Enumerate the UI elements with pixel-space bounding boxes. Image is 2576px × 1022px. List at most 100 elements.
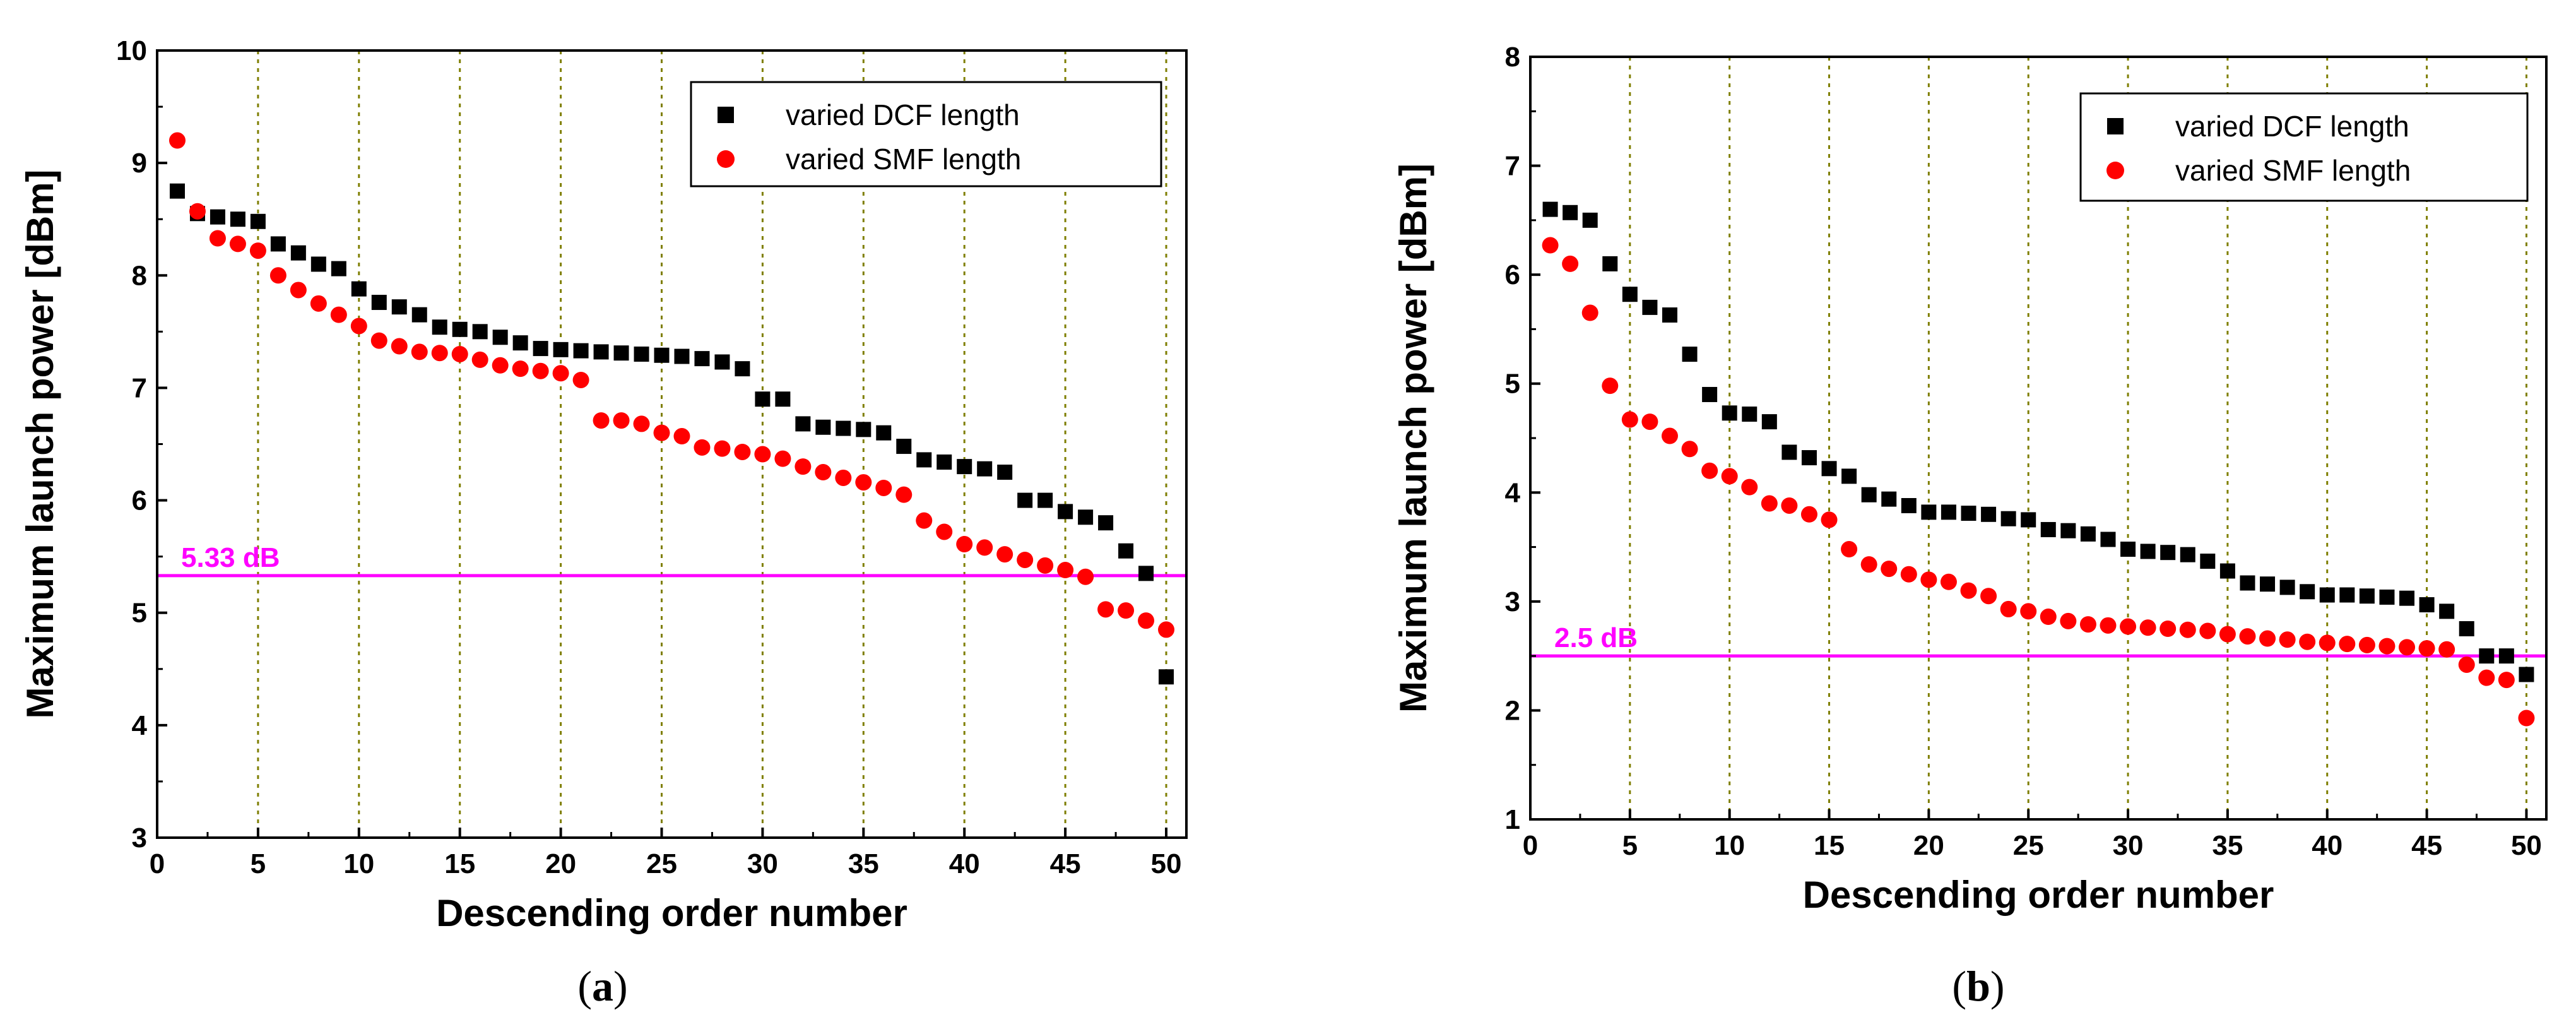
- dcf-point: [1602, 256, 1618, 271]
- smf-point: [1841, 541, 1858, 558]
- smf-point: [2100, 617, 2117, 634]
- x-tick-label: 15: [444, 848, 475, 879]
- legend-label: varied DCF length: [786, 98, 1020, 131]
- smf-point: [996, 546, 1013, 563]
- smf-point: [451, 345, 468, 362]
- dcf-point: [1642, 299, 1658, 315]
- smf-point: [1562, 255, 1579, 272]
- smf-point: [431, 345, 448, 362]
- smf-point: [795, 458, 812, 475]
- smf-point: [2279, 631, 2296, 648]
- y-tick-label: 3: [132, 823, 147, 853]
- data-points: [168, 132, 1175, 685]
- dcf-point: [492, 330, 508, 345]
- dcf-point: [573, 343, 589, 359]
- y-axis-title: Maximum launch power [dBm]: [19, 169, 61, 718]
- smf-point: [1701, 462, 1718, 479]
- dcf-point: [593, 344, 609, 360]
- dcf-point: [2219, 563, 2235, 579]
- smf-point: [2399, 639, 2416, 656]
- smf-point: [1821, 511, 1838, 528]
- dcf-point: [916, 452, 932, 468]
- smf-point: [2458, 656, 2475, 673]
- x-tick-label: 30: [2113, 830, 2144, 861]
- y-tick-label: 1: [1505, 804, 1520, 835]
- dcf-point: [2040, 521, 2056, 537]
- x-tick-label: 25: [646, 848, 677, 879]
- dcf-point: [2060, 523, 2076, 538]
- smf-point: [1960, 582, 1977, 599]
- dcf-point: [1138, 566, 1154, 581]
- dcf-point: [714, 354, 730, 370]
- dcf-point: [533, 341, 548, 357]
- x-tick-label: 30: [747, 848, 778, 879]
- dcf-point: [997, 465, 1013, 480]
- smf-point: [895, 486, 913, 503]
- smf-point: [2120, 618, 2137, 635]
- x-tick-label: 0: [150, 848, 165, 879]
- x-axis-title: Descending order number: [1803, 874, 2274, 916]
- dcf-point: [2160, 545, 2176, 561]
- caption-letter: a: [592, 962, 613, 1010]
- dcf-point: [1622, 287, 1638, 302]
- smf-point: [936, 523, 953, 540]
- legend-marker: [2107, 118, 2124, 134]
- dcf-point: [250, 213, 266, 229]
- caption-letter: b: [1966, 962, 1990, 1010]
- dcf-point: [1941, 504, 1956, 520]
- dcf-point: [1542, 201, 1558, 217]
- smf-point: [1057, 562, 1074, 579]
- caption-open: (: [1952, 962, 1966, 1010]
- dcf-point: [795, 416, 811, 432]
- smf-point: [1037, 557, 1054, 574]
- dcf-point: [1722, 405, 1737, 421]
- legend: varied DCF length varied SMF length: [690, 81, 1162, 187]
- y-tick-label: 8: [132, 260, 147, 291]
- smf-point: [492, 357, 509, 374]
- dcf-point: [1017, 492, 1033, 508]
- smf-point: [633, 415, 650, 432]
- dcf-point: [1563, 205, 1578, 220]
- dcf-point: [230, 211, 245, 227]
- smf-point: [976, 539, 993, 556]
- x-tick-label: 50: [1151, 848, 1182, 879]
- caption-open: (: [577, 962, 592, 1010]
- smf-point: [411, 343, 428, 360]
- smf-point: [1860, 556, 1877, 573]
- smf-point: [916, 512, 933, 529]
- dcf-point: [775, 391, 791, 407]
- dcf-point: [977, 461, 993, 477]
- dcf-point: [2459, 621, 2474, 636]
- smf-point: [1542, 237, 1559, 254]
- smf-point: [815, 464, 832, 481]
- smf-point: [572, 371, 589, 388]
- dcf-point: [1841, 468, 1857, 484]
- dcf-point: [1582, 212, 1598, 228]
- dcf-point: [836, 420, 851, 436]
- dcf-point: [2379, 589, 2395, 605]
- dcf-point: [2021, 512, 2036, 528]
- smf-point: [2259, 630, 2276, 647]
- dcf-point: [1662, 307, 1677, 323]
- y-tick-label: 3: [1505, 586, 1520, 617]
- dcf-point: [1037, 492, 1053, 508]
- smf-point: [168, 132, 186, 149]
- smf-point: [1940, 573, 1957, 590]
- legend-box: [2079, 92, 2529, 202]
- x-tick-label: 10: [343, 848, 374, 879]
- x-tick-label: 5: [1622, 830, 1638, 861]
- dcf-point: [351, 281, 367, 297]
- smf-point: [734, 443, 751, 460]
- x-tick-label: 20: [545, 848, 576, 879]
- x-tick-label: 0: [1523, 830, 1538, 861]
- dcf-point: [2279, 579, 2295, 595]
- dcf-point: [331, 261, 346, 276]
- smf-point: [1920, 571, 1937, 588]
- dcf-point: [2479, 648, 2495, 664]
- smf-point: [1581, 304, 1598, 321]
- dcf-point: [2000, 511, 2016, 526]
- y-tick-label: 7: [132, 372, 147, 403]
- legend-label: varied SMF length: [786, 143, 1021, 175]
